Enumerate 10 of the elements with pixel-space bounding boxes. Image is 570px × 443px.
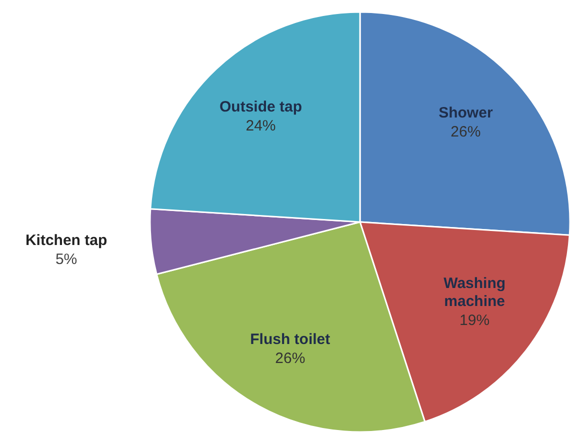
data-label: 26%: [275, 350, 306, 368]
slice-label: Shower: [438, 104, 493, 122]
data-label: 24%: [246, 117, 276, 134]
slice-label: Washing machine: [444, 274, 506, 310]
slice-label: Outside tap: [219, 98, 302, 116]
data-label: 26%: [450, 124, 481, 141]
slice-label: Flush toilet: [250, 331, 330, 348]
data-label: 19%: [460, 312, 490, 329]
data-label: 5%: [55, 250, 78, 268]
slice-label: Kitchen tap: [25, 232, 108, 249]
